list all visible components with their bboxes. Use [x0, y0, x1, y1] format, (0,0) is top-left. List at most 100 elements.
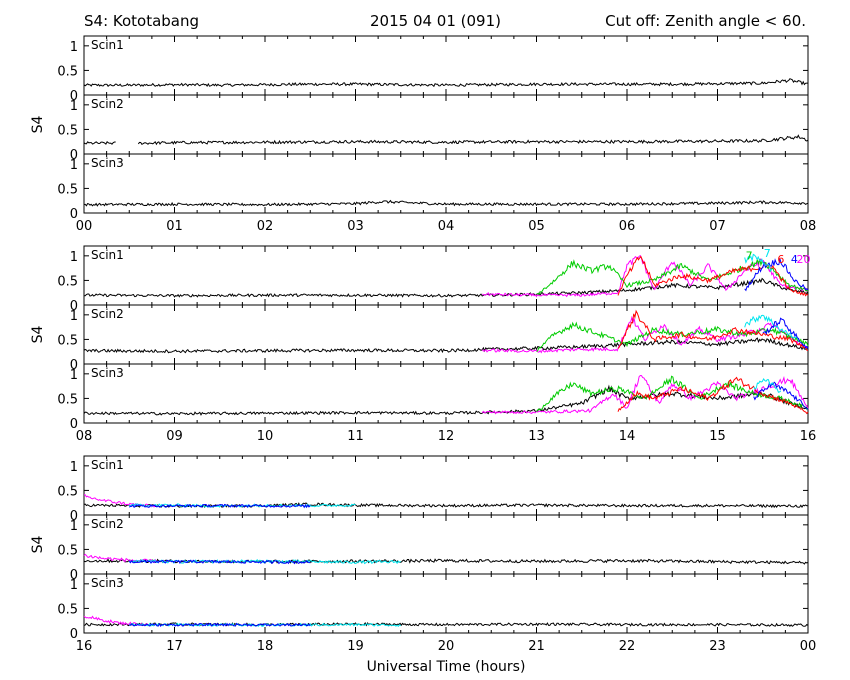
panel-frame-row1-2 — [83, 94, 809, 155]
y-tick-label: 1 — [70, 578, 78, 593]
x-tick-label: 04 — [438, 219, 455, 234]
x-tick-label: 17 — [166, 639, 183, 654]
series-black-row2-scin3 — [83, 384, 809, 416]
panel-label-scin1: Scin1 — [91, 38, 124, 52]
y-tick-label: 0.5 — [57, 602, 78, 617]
satellite-label: 7 — [764, 247, 771, 260]
y-tick-label: 0 — [70, 568, 78, 583]
series-red-row2-scin3 — [617, 376, 809, 415]
y-tick-label: 0.5 — [57, 123, 78, 138]
y-tick-label: 1 — [70, 158, 78, 173]
series-blue-row2-scin2 — [762, 317, 809, 349]
series-blue-row2-scin3 — [753, 381, 809, 410]
panel-frame-row2-2 — [83, 304, 809, 365]
satellite-label: 6 — [777, 253, 784, 266]
y-tick-label: 0 — [70, 417, 78, 432]
y-tick-label: 1 — [70, 40, 78, 55]
y-tick-label: 1 — [70, 250, 78, 265]
x-tick-label: 13 — [528, 429, 545, 444]
panel-label-scin1: Scin1 — [91, 248, 124, 262]
x-tick-label: 10 — [257, 429, 274, 444]
x-tick-label: 19 — [347, 639, 364, 654]
panel-label-scin2: Scin2 — [91, 517, 124, 531]
y-tick-label: 0.5 — [57, 182, 78, 197]
y-tick-label: 0.5 — [57, 543, 78, 558]
y-tick-label: 0 — [70, 89, 78, 104]
panel-frame-row3-2 — [83, 514, 809, 575]
panel-label-scin3: Scin3 — [91, 156, 124, 170]
y-tick-label: 1 — [70, 309, 78, 324]
y-tick-label: 1 — [70, 99, 78, 114]
series-magenta-row2-scin2 — [481, 315, 809, 354]
x-tick-label: 05 — [528, 219, 545, 234]
series-blue-row3-scin1 — [128, 503, 311, 509]
y-tick-label: 0.5 — [57, 392, 78, 407]
x-tick-label: 00 — [76, 219, 93, 234]
panel-frame-row1-1 — [83, 35, 809, 96]
y-tick-label: 1 — [70, 460, 78, 475]
series-red-row2-scin2 — [617, 309, 809, 351]
series-green-row2-scin2 — [536, 321, 809, 353]
x-tick-label: 11 — [347, 429, 364, 444]
series-black-row1-scin3 — [83, 199, 809, 207]
y-tick-label: 0 — [70, 627, 78, 642]
x-tick-label: 16 — [800, 429, 817, 444]
y-tick-label: 1 — [70, 519, 78, 534]
y-axis-label: S4 — [30, 326, 46, 344]
x-axis-label: Universal Time (hours) — [367, 659, 526, 675]
y-tick-label: 0 — [70, 148, 78, 163]
x-tick-label: 21 — [528, 639, 545, 654]
series-black-row3-scin3 — [83, 622, 809, 627]
panel-label-scin3: Scin3 — [91, 576, 124, 590]
series-magenta-row3-scin2 — [83, 553, 157, 564]
y-tick-label: 0 — [70, 509, 78, 524]
x-tick-label: 07 — [709, 219, 726, 234]
satellite-label: 20 — [796, 253, 810, 266]
x-tick-label: 08 — [800, 219, 817, 234]
y-axis-label: S4 — [30, 536, 46, 554]
series-blue-row3-scin2 — [128, 559, 311, 565]
x-tick-label: 16 — [76, 639, 93, 654]
x-tick-label: 03 — [347, 219, 364, 234]
x-tick-label: 14 — [619, 429, 636, 444]
x-tick-label: 20 — [438, 639, 455, 654]
y-tick-label: 0.5 — [57, 64, 78, 79]
series-cyan-row3-scin1 — [128, 503, 356, 508]
x-tick-label: 01 — [166, 219, 183, 234]
y-axis-label: S4 — [30, 116, 46, 134]
series-black-row2-scin1 — [84, 277, 809, 298]
panel-label-scin2: Scin2 — [91, 307, 124, 321]
date-title: 2015 04 01 (091) — [370, 12, 501, 30]
series-cyan-row2-scin3 — [753, 377, 782, 393]
y-tick-label: 0.5 — [57, 333, 78, 348]
x-tick-label: 02 — [257, 219, 274, 234]
x-tick-label: 09 — [166, 429, 183, 444]
x-tick-label: 00 — [800, 639, 817, 654]
y-tick-label: 0.5 — [57, 484, 78, 499]
series-black-row1-scin2 — [137, 134, 809, 146]
x-tick-label: 12 — [438, 429, 455, 444]
x-tick-label: 15 — [709, 429, 726, 444]
panel-label-scin3: Scin3 — [91, 366, 124, 380]
series-black-row2-scin2 — [83, 337, 808, 354]
series-blue-row3-scin3 — [129, 622, 311, 627]
panel-label-scin1: Scin1 — [91, 458, 124, 472]
x-tick-label: 23 — [709, 639, 726, 654]
y-tick-label: 0 — [70, 299, 78, 314]
x-tick-label: 18 — [257, 639, 274, 654]
series-black-row1-scin1 — [83, 78, 808, 88]
cutoff-note: Cut off: Zenith angle < 60. — [605, 12, 806, 30]
x-tick-label: 06 — [619, 219, 636, 234]
station-title: S4: Kototabang — [84, 12, 199, 30]
y-tick-label: 0 — [70, 207, 78, 222]
series-cyan-row2-scin2 — [744, 314, 800, 342]
series-cyan-row2-scin1 — [744, 253, 773, 273]
x-tick-label: 22 — [619, 639, 636, 654]
y-tick-label: 1 — [70, 368, 78, 383]
y-tick-label: 0.5 — [57, 274, 78, 289]
x-tick-label: 08 — [76, 429, 93, 444]
y-tick-label: 0 — [70, 358, 78, 373]
satellite-label: 4 — [791, 253, 798, 266]
